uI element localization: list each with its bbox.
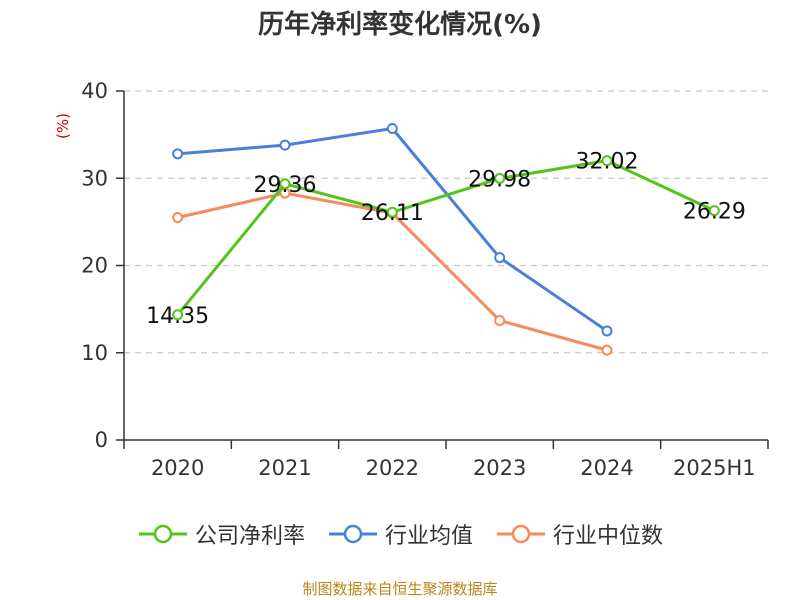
- data-label: 32.02: [576, 150, 639, 175]
- x-tick-label: 2021: [258, 456, 311, 480]
- y-tick-label: 40: [81, 79, 108, 103]
- x-tick-label: 2024: [580, 456, 633, 480]
- source-note: 制图数据来自恒生聚源数据库: [302, 580, 498, 598]
- x-tick-label: 2023: [473, 456, 526, 480]
- legend-item[interactable]: 行业中位数: [495, 518, 663, 550]
- y-tick-label: 10: [81, 341, 108, 365]
- legend-item[interactable]: 公司净利率: [137, 518, 305, 550]
- data-point: [279, 178, 291, 190]
- data-point: [279, 139, 291, 151]
- data-label: 29.98: [468, 167, 531, 192]
- data-label: 14.35: [146, 304, 209, 329]
- legend-marker-icon: [328, 524, 377, 544]
- data-point: [494, 314, 506, 326]
- data-point: [494, 172, 506, 184]
- x-tick-label: 2022: [366, 456, 419, 480]
- data-point: [601, 155, 613, 167]
- data-label: 29.36: [254, 173, 317, 198]
- data-point: [386, 123, 398, 135]
- series-line: [176, 159, 715, 316]
- legend-label: 行业中位数: [553, 524, 664, 549]
- series-line: [177, 127, 608, 333]
- data-point: [172, 309, 184, 321]
- legend-marker-icon: [138, 524, 187, 544]
- y-tick-label: 30: [81, 166, 108, 190]
- legend-marker-icon: [497, 524, 545, 544]
- data-point: [494, 252, 506, 264]
- data-point: [172, 212, 184, 224]
- y-tick-label: 0: [95, 428, 108, 452]
- data-label: 26.29: [683, 200, 746, 225]
- x-tick-label: 2020: [151, 456, 204, 480]
- x-tick-label: 2025H1: [673, 456, 756, 480]
- data-point: [172, 148, 184, 160]
- legend-item[interactable]: 行业均值: [327, 518, 473, 550]
- legend-label: 行业均值: [384, 524, 473, 549]
- data-point: [601, 344, 613, 356]
- data-point: [386, 206, 398, 218]
- y-tick-label: 20: [81, 254, 108, 278]
- legend: 公司净利率 行业均值 行业中位数: [0, 518, 800, 550]
- y-axis-label: (%): [54, 113, 72, 139]
- data-label: 26.11: [361, 201, 424, 226]
- chart-title: 历年净利率变化情况(%): [258, 10, 542, 40]
- data-point: [708, 205, 720, 217]
- legend-label: 公司净利率: [194, 524, 305, 549]
- data-point: [601, 325, 613, 337]
